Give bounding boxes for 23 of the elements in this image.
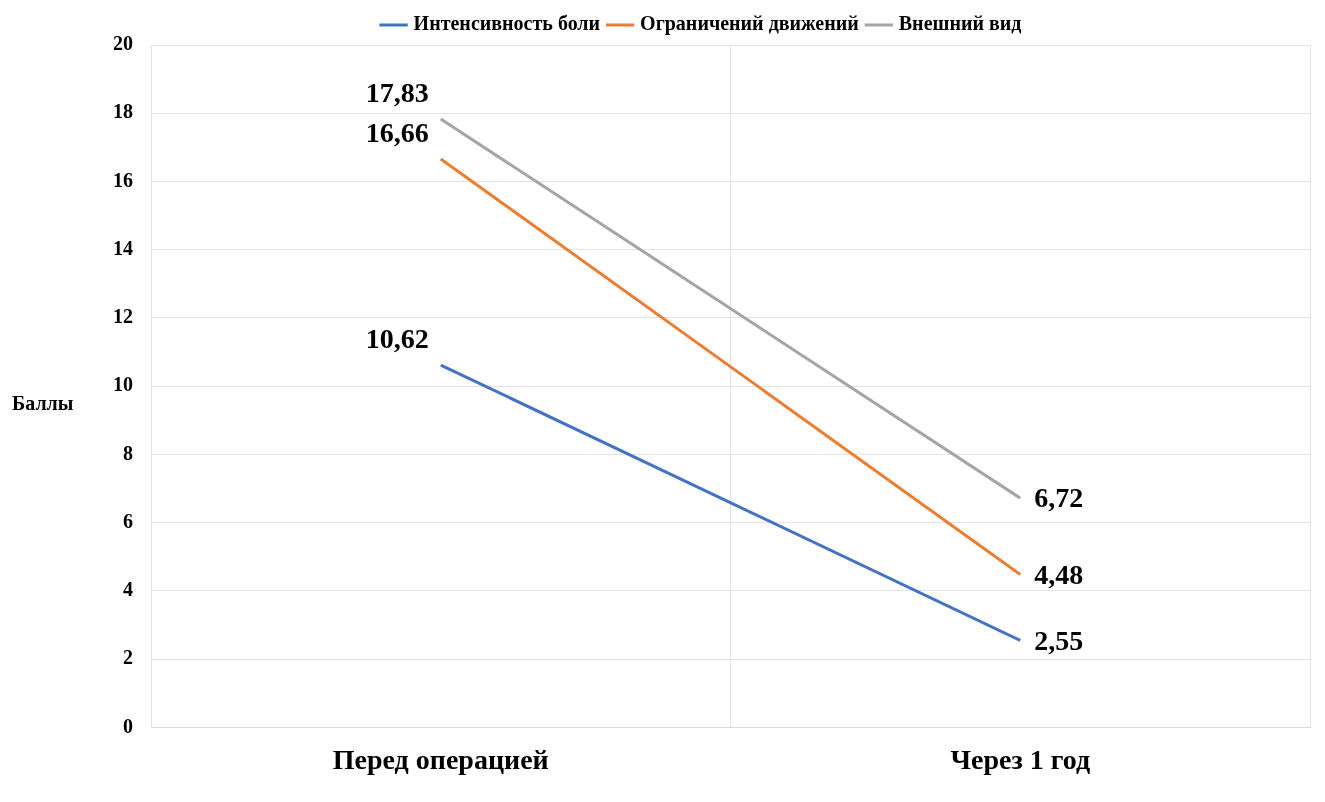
legend-label: Интенсивность боли	[413, 12, 601, 35]
data-label: 6,72	[1034, 482, 1084, 514]
legend-label: Внешний вид	[898, 12, 1022, 35]
y-tick-label: 8	[123, 441, 133, 464]
y-tick-label: 18	[113, 100, 133, 123]
x-tick-label: Через 1 год	[950, 744, 1091, 776]
y-tick-label: 0	[123, 714, 133, 737]
y-tick-label: 6	[123, 509, 133, 532]
data-label: 16,66	[365, 117, 429, 149]
y-axis-title: Баллы	[12, 392, 74, 415]
data-label: 10,62	[365, 323, 429, 355]
y-tick-label: 4	[123, 578, 133, 601]
y-tick-label: 12	[113, 305, 133, 328]
y-tick-label: 20	[113, 32, 133, 55]
x-tick-label: Перед операцией	[332, 744, 549, 776]
y-tick-label: 16	[113, 168, 133, 191]
data-label: 17,83	[365, 77, 429, 109]
y-tick-label: 10	[113, 373, 133, 396]
y-tick-label: 2	[123, 646, 133, 669]
y-tick-label: 14	[113, 236, 133, 259]
data-label: 2,55	[1034, 624, 1084, 656]
data-label: 4,48	[1034, 558, 1084, 590]
legend-label: Ограничений движений	[640, 12, 859, 36]
